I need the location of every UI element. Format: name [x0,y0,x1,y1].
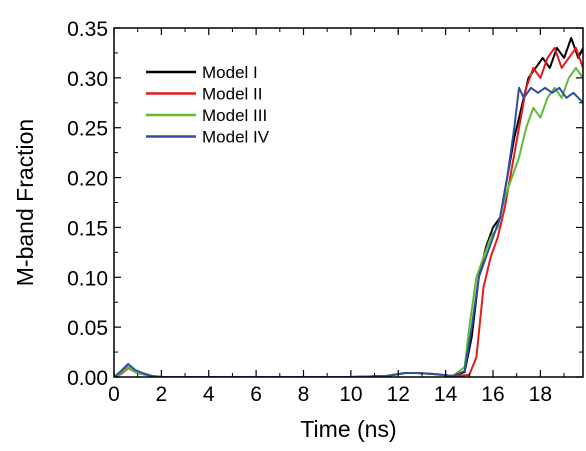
y-tick-label: 0.35 [67,18,108,41]
legend-label: Model IV [202,128,270,147]
y-tick-label: 0.10 [67,267,108,290]
y-axis-label: M-band Fraction [12,119,38,286]
y-tick-label: 0.00 [67,367,108,390]
series-line-model-i [114,37,583,377]
x-tick-label: 18 [529,383,552,406]
y-tick-label: 0.20 [67,168,108,191]
x-tick-label: 10 [339,383,362,406]
x-tick-label: 2 [156,383,168,406]
x-tick-label: 6 [250,383,262,406]
y-tick-label: 0.30 [67,68,108,91]
series-line-model-ii [114,46,583,377]
y-tick-label: 0.25 [67,118,108,141]
legend-label: Model I [202,63,258,82]
x-tick-label: 0 [108,383,120,406]
x-tick-label: 14 [434,383,458,406]
x-tick-label: 4 [203,383,215,406]
x-tick-label: 12 [387,383,410,406]
y-tick-label: 0.05 [67,317,108,340]
legend-label: Model II [202,85,262,104]
x-tick-label: 16 [481,383,504,406]
plot-area: 0 2 4 6 8 10 12 14 16 18 0.00 0.05 0.10 0.15 0.20 0.25 0… [12,18,584,442]
y-tick-label: 0.15 [67,217,108,240]
x-tick-label: 8 [298,383,310,406]
legend-label: Model III [202,106,267,125]
x-axis-label: Time (ns) [300,416,396,442]
plot-frame [113,27,584,378]
series-line-model-iv [114,86,583,377]
